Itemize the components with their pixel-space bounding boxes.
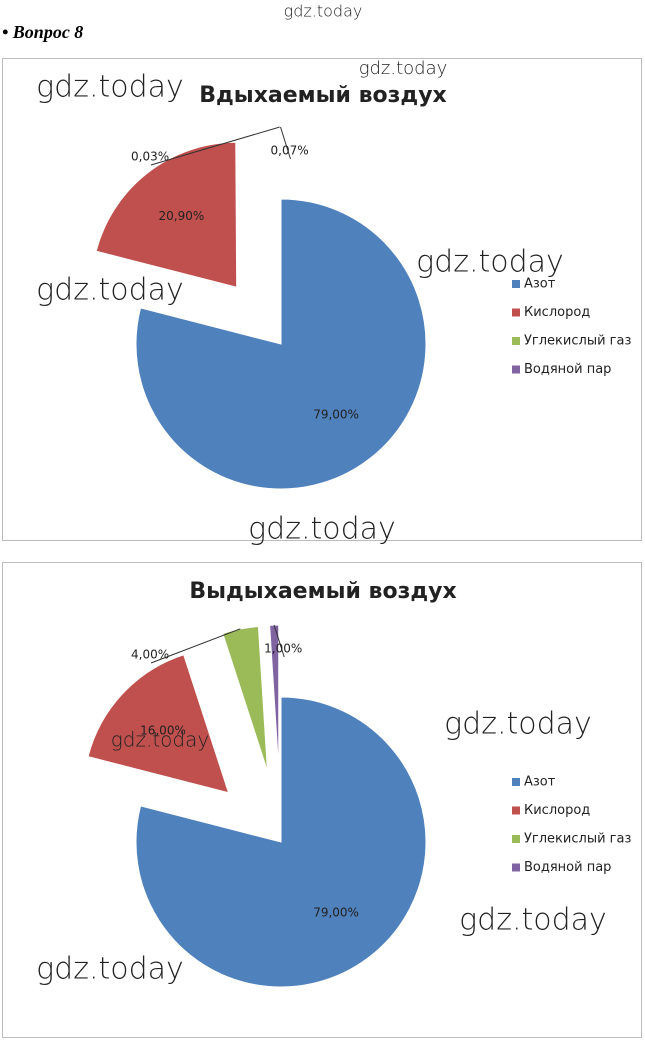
legend-swatch [512, 308, 520, 317]
data-label: 1,00% [264, 642, 302, 656]
data-label: 4,00% [131, 648, 169, 662]
data-label: 20,90% [158, 209, 204, 223]
watermark: gdz.today [359, 58, 448, 79]
data-label: 0,07% [271, 144, 309, 158]
pie-slice [135, 198, 427, 490]
legend-label: Азот [524, 277, 556, 292]
chart-title: Выдыхаемый воздух [189, 579, 456, 604]
question-heading: • Вопрос 8 [2, 22, 83, 42]
legend-label: Азот [524, 775, 556, 790]
legend-swatch [512, 863, 520, 872]
watermark: gdz.today [444, 707, 592, 742]
legend-label: Кислород [524, 803, 590, 818]
legend-label: Водяной пар [524, 362, 611, 377]
watermark: gdz.today [284, 2, 363, 21]
legend-label: Водяной пар [524, 860, 611, 875]
data-label: 79,00% [313, 906, 359, 920]
legend-label: Углекислый газ [524, 832, 631, 847]
leader-line [150, 126, 280, 166]
leader-line [280, 126, 292, 160]
watermark: gdz.today [36, 70, 184, 105]
chart-title: Вдыхаемый воздух [199, 83, 446, 108]
watermark: gdz.today [248, 512, 396, 547]
legend-swatch [512, 365, 520, 374]
legend-swatch [512, 778, 520, 786]
watermark: gdz.today [36, 273, 184, 308]
pie-slice [222, 626, 269, 772]
watermark: gdz.today [416, 245, 564, 280]
watermark: gdz.today [459, 903, 607, 938]
legend-swatch [512, 280, 520, 288]
legend-swatch [512, 835, 520, 843]
pie-slice [135, 696, 427, 988]
legend-swatch [512, 337, 520, 345]
legend-label: Углекислый газ [524, 334, 631, 349]
leader-line [273, 624, 285, 658]
watermark: gdz.today [36, 952, 184, 987]
data-label: 0,03% [131, 150, 169, 164]
legend-swatch [512, 806, 520, 815]
pie-slice [95, 141, 238, 288]
pie-slice [87, 654, 230, 794]
leader-line [150, 628, 241, 664]
legend-label: Кислород [524, 305, 590, 320]
watermark: gdz.today [111, 728, 209, 752]
data-label: 79,00% [313, 408, 359, 422]
data-label: 16,00% [140, 724, 186, 738]
